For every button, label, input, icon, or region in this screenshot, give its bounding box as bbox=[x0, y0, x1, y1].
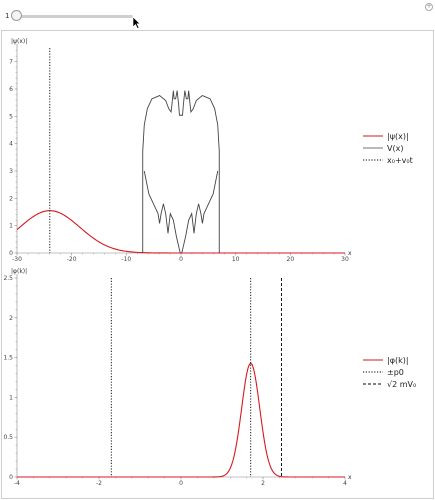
p1-legend-label: √2 mV₀ bbox=[387, 380, 416, 389]
p0-legend-label: |ψ(x)| bbox=[387, 132, 409, 141]
p1-legend-label: ±p0 bbox=[387, 368, 404, 377]
p0-y-tick-label: 4 bbox=[9, 141, 13, 148]
expand-plus-icon[interactable]: + bbox=[425, 3, 433, 11]
p0-x-tick-label: 10 bbox=[232, 256, 240, 263]
p1-y-tick-label: 0 bbox=[9, 474, 13, 481]
p0-x-tick-label: 30 bbox=[341, 256, 349, 263]
p0-y-tick-label: 5 bbox=[9, 113, 13, 120]
p0-y-tick-label: 2 bbox=[9, 195, 13, 202]
p1-legend-label: |φ(k)| bbox=[387, 356, 409, 365]
p0-y-tick-label: 1 bbox=[9, 223, 13, 230]
p0-y-tick-label: 7 bbox=[9, 59, 13, 66]
p0-x-tick-label: -10 bbox=[121, 256, 131, 263]
p0-legend-label: x₀+v₀t bbox=[387, 156, 413, 165]
p1-x-tick-label: 4 bbox=[343, 480, 347, 487]
p1-x-tick-label: -2 bbox=[96, 480, 102, 487]
output-frame bbox=[1, 30, 434, 499]
p1-y-tick-label: 1.5 bbox=[3, 355, 13, 362]
p1-x-axis-label: x bbox=[348, 474, 352, 481]
time-slider[interactable] bbox=[15, 15, 133, 18]
p1-x-tick-label: -4 bbox=[14, 480, 20, 487]
p0-x-tick-label: -30 bbox=[12, 256, 22, 263]
p1-series-phi bbox=[17, 362, 345, 478]
p0-x-axis-label: x bbox=[348, 250, 352, 257]
slider-value: 1 bbox=[5, 12, 10, 20]
p1-y-tick-label: 2.5 bbox=[3, 275, 13, 282]
p1-x-tick-label: 0 bbox=[179, 480, 183, 487]
p0-series-psi bbox=[16, 210, 345, 254]
p0-y-axis-label: |ψ(x)| bbox=[11, 38, 27, 45]
p0-legend-label: V(x) bbox=[387, 144, 403, 153]
p1-y-tick-label: 0.5 bbox=[3, 434, 13, 441]
p1-y-tick-label: 2 bbox=[9, 315, 13, 322]
p0-x-tick-label: 20 bbox=[287, 256, 295, 263]
p0-x-tick-label: -20 bbox=[67, 256, 77, 263]
p1-y-tick-label: 1 bbox=[9, 394, 13, 401]
p1-x-tick-label: 2 bbox=[261, 480, 265, 487]
p0-x-tick-label: 0 bbox=[179, 256, 183, 263]
p0-y-tick-label: 3 bbox=[9, 168, 13, 175]
p0-y-tick-label: 0 bbox=[9, 250, 13, 257]
p0-y-tick-label: 6 bbox=[9, 86, 13, 93]
mouse-cursor-icon bbox=[132, 16, 141, 29]
p0-series-potential-inner bbox=[143, 170, 219, 254]
p0-series-potential-outline bbox=[142, 90, 220, 253]
p1-y-axis-label: |φ(k)| bbox=[11, 268, 27, 275]
control-bar: 1 + bbox=[0, 0, 435, 30]
slider-thumb[interactable] bbox=[11, 10, 22, 21]
